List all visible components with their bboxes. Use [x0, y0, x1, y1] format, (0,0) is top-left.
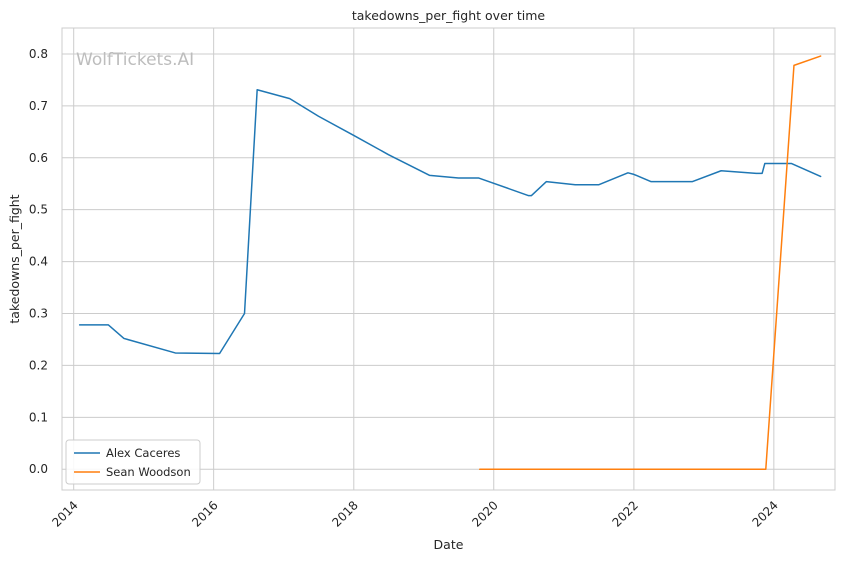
x-axis-title: Date — [434, 537, 464, 552]
series-line-sean-woodson — [479, 55, 822, 470]
plot-area — [61, 27, 836, 491]
series-line-alex-caceres — [78, 89, 822, 355]
y-tick-label: 0.2 — [29, 358, 48, 372]
legend: Alex Caceres Sean Woodson — [65, 439, 201, 485]
y-axis-title: takedowns_per_fight — [7, 194, 22, 323]
y-tick-label: 0.8 — [29, 47, 48, 61]
y-tick-label: 0.3 — [29, 307, 48, 321]
legend-label-alex-caceres: Alex Caceres — [106, 446, 180, 460]
y-tick-label: 0.4 — [29, 255, 48, 269]
y-tick-label: 0.0 — [29, 462, 48, 476]
y-tick-label: 0.1 — [29, 410, 48, 424]
y-tick-label: 0.7 — [29, 99, 48, 113]
y-tick-label: 0.5 — [29, 203, 48, 217]
y-tick-label: 0.6 — [29, 151, 48, 165]
chart-title: takedowns_per_fight over time — [352, 8, 546, 23]
watermark-text: WolfTickets.AI — [76, 50, 194, 70]
legend-label-sean-woodson: Sean Woodson — [106, 465, 191, 479]
